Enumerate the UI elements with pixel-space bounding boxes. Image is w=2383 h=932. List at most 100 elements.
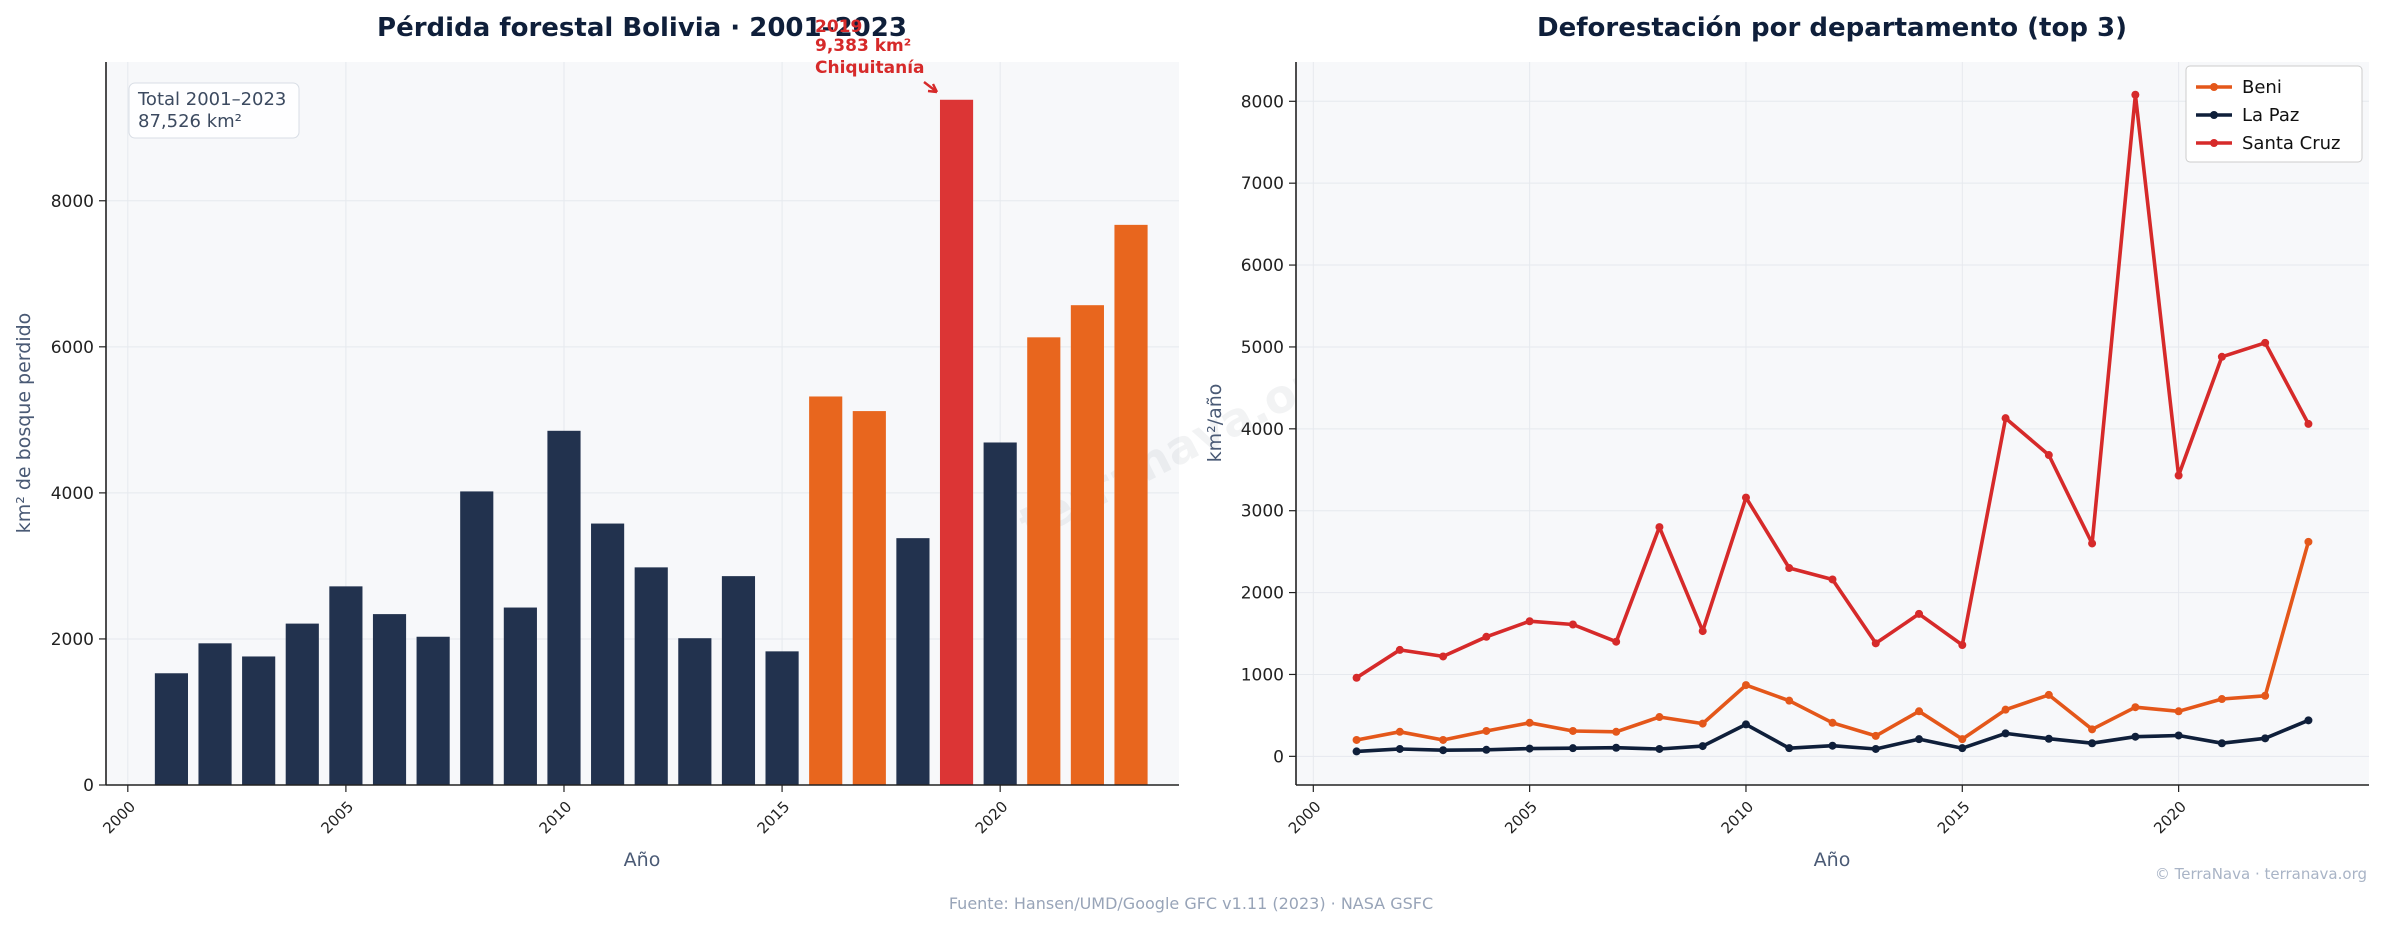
bar-2012 <box>634 567 668 785</box>
point-la-paz-2021 <box>2217 739 2226 748</box>
point-santa-cruz-2001 <box>1352 673 1361 682</box>
legend-label-santa-cruz: Santa Cruz <box>2242 133 2341 154</box>
point-santa-cruz-2016 <box>2001 414 2010 423</box>
bar-2005 <box>329 586 363 785</box>
point-santa-cruz-2005 <box>1525 617 1534 626</box>
point-la-paz-2012 <box>1828 741 1837 750</box>
source-note: Fuente: Hansen/UMD/Google GFC v1.11 (202… <box>949 894 1433 913</box>
line-x-tick-label-2020: 2020 <box>2150 798 2190 838</box>
bar-2006 <box>372 614 407 785</box>
point-beni-2003 <box>1439 735 1448 744</box>
bar-2002 <box>198 643 232 785</box>
bar-x-tick-label-2010: 2010 <box>536 798 576 838</box>
annotation-region: Chiquitanía <box>815 58 925 78</box>
line-y-tick-label-7000: 7000 <box>1241 174 1284 194</box>
legend-label-la-paz: La Paz <box>2242 105 2299 126</box>
point-beni-2006 <box>1568 726 1577 735</box>
point-beni-2017 <box>2044 690 2053 699</box>
legend: Beni La Paz Santa Cruz <box>2185 65 2363 163</box>
bar-2004 <box>285 623 319 785</box>
point-beni-2022 <box>2261 691 2270 700</box>
bar-y-tick-label-4000: 4000 <box>51 484 94 504</box>
point-santa-cruz-2015 <box>1958 640 1967 649</box>
point-la-paz-2023 <box>2304 716 2313 725</box>
bar-x-tick-label-2005: 2005 <box>317 798 357 838</box>
point-santa-cruz-2022 <box>2261 338 2270 347</box>
line-x-axis-label: Año <box>1814 849 1851 871</box>
line-x-tick-label-2000: 2000 <box>1285 798 1325 838</box>
point-la-paz-2020 <box>2174 731 2183 740</box>
bar-x-ticks: 2000 2005 2010 2015 2020 <box>99 785 1011 837</box>
line-x-ticks: 2000 2005 2010 2015 2020 <box>1285 785 2190 837</box>
point-santa-cruz-2007 <box>1612 637 1621 646</box>
point-santa-cruz-2006 <box>1568 620 1577 629</box>
point-beni-2010 <box>1741 681 1750 690</box>
point-la-paz-2019 <box>2131 732 2140 741</box>
line-chart-panel: 2000 2005 2010 2015 2020 0 1000 2000 3000 4000 50… <box>1204 13 2369 871</box>
total-box-line-2: 87,526 km² <box>138 111 242 132</box>
legend-label-beni: Beni <box>2242 77 2282 98</box>
point-la-paz-2015 <box>1958 744 1967 753</box>
line-chart-title: Deforestación por departamento (top 3) <box>1537 13 2127 43</box>
bar-x-tick-label-2000: 2000 <box>99 798 139 838</box>
line-y-tick-label-2000: 2000 <box>1241 584 1284 604</box>
bar-2011 <box>591 523 625 785</box>
bar-2001 <box>154 673 189 785</box>
point-la-paz-2004 <box>1482 745 1491 754</box>
legend-marker-la-paz <box>2210 111 2218 119</box>
bar-y-tick-label-0: 0 <box>83 776 94 796</box>
annotation-value: 9,383 km² <box>815 36 911 56</box>
point-santa-cruz-2014 <box>1915 609 1924 618</box>
bar-y-tick-label-2000: 2000 <box>51 630 94 650</box>
point-beni-2002 <box>1395 727 1404 736</box>
point-santa-cruz-2011 <box>1785 564 1794 573</box>
series-la-paz <box>1352 716 2313 756</box>
line-y-tick-label-0: 0 <box>1273 747 1284 767</box>
line-gridlines <box>1296 62 2369 785</box>
point-la-paz-2003 <box>1439 746 1448 755</box>
point-la-paz-2022 <box>2261 734 2270 743</box>
bar-2022 <box>1070 305 1104 785</box>
point-santa-cruz-2012 <box>1828 575 1837 584</box>
bar-y-axis-label: km² de bosque perdido <box>13 313 35 534</box>
point-la-paz-2010 <box>1741 720 1750 729</box>
line-y-tick-label-1000: 1000 <box>1241 665 1284 685</box>
point-la-paz-2006 <box>1568 744 1577 753</box>
point-beni-2008 <box>1655 713 1664 722</box>
bar-y-tick-label-8000: 8000 <box>51 192 94 212</box>
legend-marker-beni <box>2210 83 2218 91</box>
point-beni-2005 <box>1525 718 1534 727</box>
line-x-tick-label-2015: 2015 <box>1934 798 1974 838</box>
bar-2014 <box>721 576 756 785</box>
point-santa-cruz-2010 <box>1741 493 1750 502</box>
point-santa-cruz-2003 <box>1439 652 1448 661</box>
bar-x-tick-label-2020: 2020 <box>972 798 1012 838</box>
bar-2016 <box>809 396 843 785</box>
bar-2019 <box>939 99 974 786</box>
copyright-note: © TerraNava · terranava.org <box>2155 865 2367 883</box>
line-y-tick-label-8000: 8000 <box>1241 92 1284 112</box>
annotation-year: 2019 <box>815 17 862 37</box>
point-santa-cruz-2020 <box>2174 471 2183 480</box>
line-y-ticks: 0 1000 2000 3000 4000 5000 6000 7000 8000 <box>1241 92 1296 767</box>
point-santa-cruz-2019 <box>2131 90 2140 99</box>
annotation-arrow <box>923 81 939 94</box>
point-beni-2015 <box>1958 735 1967 744</box>
point-beni-2009 <box>1698 719 1707 728</box>
line-x-tick-label-2010: 2010 <box>1718 798 1758 838</box>
bar-2017 <box>852 411 886 785</box>
bar-chart-title: Pérdida forestal Bolivia · 2001–2023 <box>377 13 907 43</box>
bar-2023 <box>1114 224 1148 786</box>
point-santa-cruz-2002 <box>1395 645 1404 654</box>
point-santa-cruz-2017 <box>2044 451 2053 460</box>
bar-chart-panel: terranava.org 2000 2005 2010 2015 2020 02000… <box>13 13 1355 871</box>
bar-2007 <box>416 636 450 785</box>
line-y-tick-label-5000: 5000 <box>1241 338 1284 358</box>
bar-2015 <box>765 651 799 785</box>
point-la-paz-2016 <box>2001 729 2010 738</box>
point-beni-2019 <box>2131 703 2140 712</box>
bar-2018 <box>896 538 930 785</box>
point-santa-cruz-2023 <box>2304 419 2313 428</box>
point-la-paz-2013 <box>1871 744 1880 753</box>
